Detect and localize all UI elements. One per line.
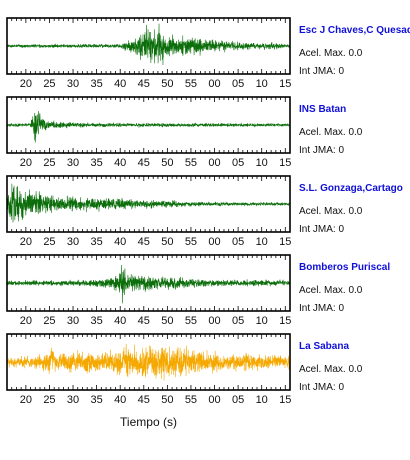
x-tick-label: 10 [256,236,268,248]
x-tick-label: 00 [208,157,220,169]
x-tick-label: 45 [138,236,150,248]
x-tick-label: 05 [232,157,244,169]
x-tick-label: 55 [185,236,197,248]
x-tick-label: 40 [114,157,126,169]
x-tick-label: 05 [232,315,244,327]
int-jma-readout: Int JMA: 0 [299,224,344,235]
x-tick-label: 05 [232,394,244,406]
x-tick-label: 00 [208,394,220,406]
station-name: Bomberos Puriscal [299,262,390,273]
station-panel: 20 25 30 35 40 45 50 55 00 05 10 15 S.L. Gonzaga,Car… [6,175,403,248]
acel-max-readout: Acel. Max. 0.0 [299,127,363,138]
int-jma-readout: Int JMA: 0 [299,382,344,393]
x-tick-label: 55 [185,394,197,406]
waveform-trace [6,111,291,143]
x-tick-label: 40 [114,394,126,406]
x-tick-label: 50 [161,157,173,169]
x-tick-label: 50 [161,315,173,327]
x-tick-label: 15 [279,157,291,169]
x-tick-label: 40 [114,78,126,90]
x-tick-label: 55 [185,157,197,169]
waveform-trace [6,23,291,66]
station-name: La Sabana [299,341,349,352]
station-panel: 20 25 30 35 40 45 50 55 00 05 10 15 Esc J Chaves,C Q… [6,17,410,90]
acel-max-readout: Acel. Max. 0.0 [299,206,363,217]
x-tick-label: 10 [256,78,268,90]
int-jma-readout: Int JMA: 0 [299,145,344,156]
x-tick-label: 45 [138,315,150,327]
int-jma-readout: Int JMA: 0 [299,66,344,77]
x-tick-label: 20 [20,236,32,248]
x-tick-label: 35 [90,78,102,90]
waveform-trace [6,183,291,223]
waveform-trace [6,343,291,381]
x-axis: 20 25 30 35 40 45 50 55 00 05 10 15 [6,334,291,406]
x-tick-label: 35 [90,315,102,327]
x-tick-label: 10 [256,157,268,169]
x-tick-label: 00 [208,236,220,248]
x-tick-label: 00 [208,78,220,90]
x-tick-label: 30 [67,157,79,169]
acel-max-readout: Acel. Max. 0.0 [299,48,363,59]
x-tick-label: 25 [43,78,55,90]
x-tick-label: 40 [114,236,126,248]
x-tick-label: 50 [161,394,173,406]
x-tick-label: 20 [20,78,32,90]
x-tick-label: 35 [90,236,102,248]
x-tick-label: 40 [114,315,126,327]
x-tick-label: 10 [256,394,268,406]
station-name: INS Batan [299,104,346,115]
x-tick-label: 25 [43,394,55,406]
station-panel: 20 25 30 35 40 45 50 55 00 05 10 15 INS Batan Acel. M… [6,96,363,169]
x-tick-label: 45 [138,78,150,90]
x-tick-label: 25 [43,157,55,169]
x-tick-label: 15 [279,315,291,327]
x-tick-label: 50 [161,236,173,248]
x-tick-label: 05 [232,236,244,248]
x-tick-label: 45 [138,157,150,169]
station-panel: 20 25 30 35 40 45 50 55 00 05 10 15 Bomberos Purisca… [6,254,390,327]
x-tick-label: 55 [185,78,197,90]
x-tick-label: 20 [20,315,32,327]
int-jma-readout: Int JMA: 0 [299,303,344,314]
waveform-trace [6,265,291,304]
x-tick-label: 55 [185,315,197,327]
x-tick-label: 35 [90,157,102,169]
x-tick-label: 15 [279,78,291,90]
x-tick-label: 20 [20,157,32,169]
acel-max-readout: Acel. Max. 0.0 [299,285,363,296]
station-panel: 20 25 30 35 40 45 50 55 00 05 10 15 La Sabana Acel. M… [6,333,363,406]
x-tick-label: 25 [43,236,55,248]
x-tick-label: 05 [232,78,244,90]
x-tick-label: 50 [161,78,173,90]
acel-max-readout: Acel. Max. 0.0 [299,364,363,375]
x-tick-label: 45 [138,394,150,406]
x-tick-label: 10 [256,315,268,327]
station-name: Esc J Chaves,C Quesada [299,25,410,36]
x-tick-label: 35 [90,394,102,406]
x-tick-label: 30 [67,394,79,406]
x-tick-label: 30 [67,315,79,327]
x-axis: 20 25 30 35 40 45 50 55 00 05 10 15 [6,18,291,90]
x-tick-label: 15 [279,236,291,248]
x-tick-label: 20 [20,394,32,406]
x-tick-label: 25 [43,315,55,327]
x-axis-label: Tiempo (s) [120,415,177,429]
x-axis: 20 25 30 35 40 45 50 55 00 05 10 15 [6,97,291,169]
x-tick-label: 30 [67,78,79,90]
x-tick-label: 00 [208,315,220,327]
x-axis: 20 25 30 35 40 45 50 55 00 05 10 15 [6,176,291,248]
station-name: S.L. Gonzaga,Cartago [299,183,403,194]
x-tick-label: 15 [279,394,291,406]
x-tick-label: 30 [67,236,79,248]
x-axis: 20 25 30 35 40 45 50 55 00 05 10 15 [6,255,291,327]
